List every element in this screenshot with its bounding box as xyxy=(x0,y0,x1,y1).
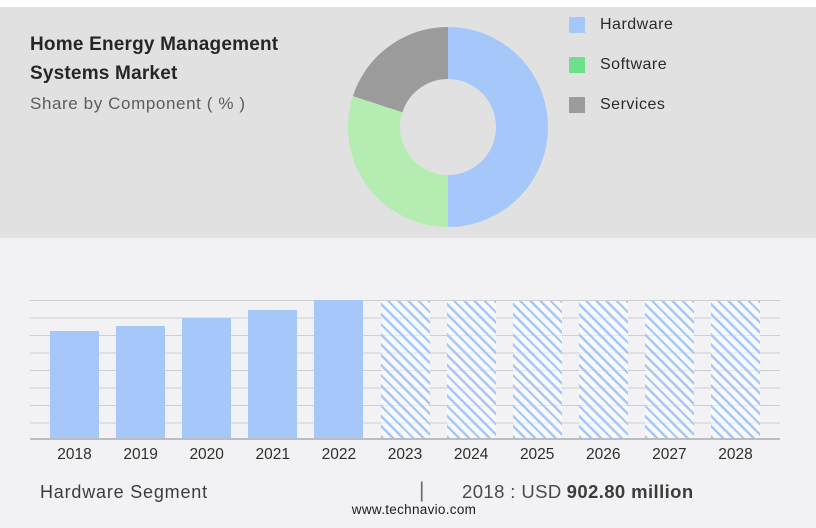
x-tick-2025: 2025 xyxy=(519,446,555,463)
legend-item-services: Services xyxy=(569,96,673,113)
bar-2018 xyxy=(50,331,99,438)
x-tick-2022: 2022 xyxy=(321,446,357,463)
x-tick-2027: 2027 xyxy=(652,446,687,463)
website-url: www.technavio.com xyxy=(351,502,477,517)
value-amount: 902.80 million xyxy=(566,481,694,502)
chart-subtitle: Share by Component ( % ) xyxy=(30,94,246,113)
page-title-line1: Home Energy Management xyxy=(30,34,279,55)
x-tick-2020: 2020 xyxy=(189,446,224,463)
x-tick-2019: 2019 xyxy=(123,446,158,463)
x-axis-labels: 2018 2019 2020 2021 2022 2023 2024 2025 2026 2027… xyxy=(30,446,780,466)
x-axis-line xyxy=(30,438,780,440)
x-tick-2024: 2024 xyxy=(453,446,489,463)
bar-2025 xyxy=(512,301,562,438)
summary-panel: Home Energy Management Systems Market Sh… xyxy=(0,7,816,238)
legend-item-software: Software xyxy=(569,56,673,73)
bar-2027 xyxy=(644,301,694,438)
hardware-swatch-icon xyxy=(569,17,585,33)
bar-2026 xyxy=(578,301,628,438)
legend-label: Services xyxy=(600,96,666,113)
bar-2028 xyxy=(711,301,760,438)
segment-label: Hardware Segment xyxy=(40,482,208,502)
x-tick-2028: 2028 xyxy=(718,446,753,463)
value-prefix: 2018 : USD xyxy=(462,481,562,502)
bar-2021 xyxy=(248,310,298,438)
donut-chart xyxy=(348,27,548,227)
services-swatch-icon xyxy=(569,97,585,113)
chart-legend: Hardware Software Services xyxy=(569,16,674,137)
donut-hole xyxy=(400,79,496,175)
bar-chart xyxy=(30,300,780,440)
legend-label: Hardware xyxy=(600,16,674,33)
bar-2020 xyxy=(182,318,232,438)
page-title-line2: Systems Market xyxy=(30,63,178,84)
legend-item-hardware: Hardware xyxy=(569,16,674,33)
bar-2019 xyxy=(116,326,166,438)
title-block: Home Energy Management Systems Market Sh… xyxy=(30,30,350,114)
bar-2022 xyxy=(314,300,364,438)
bar-2023 xyxy=(380,301,430,438)
x-tick-2023: 2023 xyxy=(387,446,423,463)
segment-value: 2018 : USD 902.80 million xyxy=(462,481,694,503)
x-tick-2021: 2021 xyxy=(255,446,291,463)
top-divider xyxy=(0,0,816,7)
bar-2024 xyxy=(446,301,496,438)
x-tick-2026: 2026 xyxy=(586,446,621,463)
bar-chart-panel: 2018 2019 2020 2021 2022 2023 2024 2025 2026 2027… xyxy=(0,238,816,528)
callout-separator: | xyxy=(419,479,425,502)
x-tick-2018: 2018 xyxy=(57,446,92,463)
software-swatch-icon xyxy=(569,57,585,73)
legend-label: Software xyxy=(600,56,668,73)
